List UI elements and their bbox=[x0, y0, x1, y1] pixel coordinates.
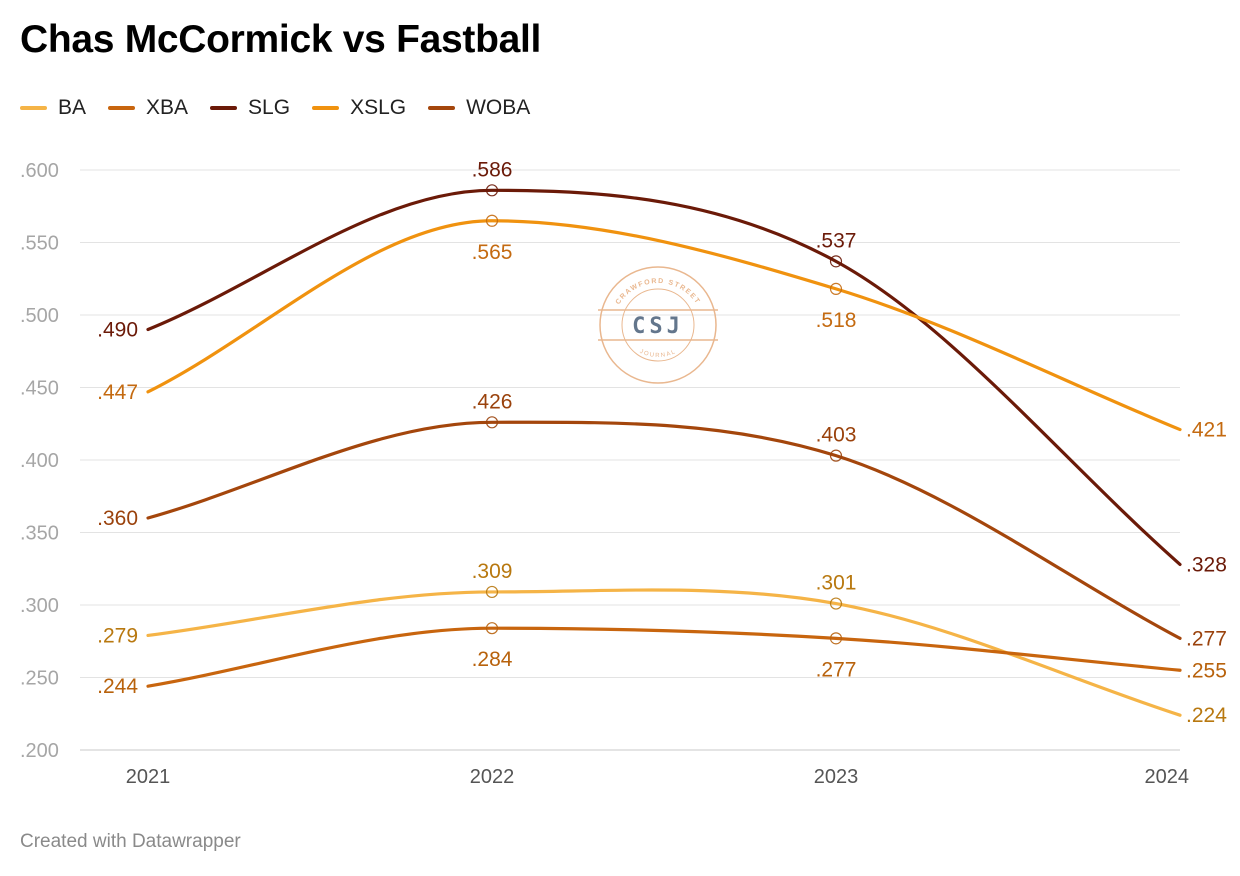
data-label-woba: .426 bbox=[472, 390, 513, 413]
legend-label-woba: WOBA bbox=[466, 96, 531, 119]
point-marker-xslg bbox=[485, 214, 499, 227]
point-marker-slg bbox=[829, 255, 843, 268]
data-label-xba: .277 bbox=[816, 658, 857, 681]
x-tick-label: 2023 bbox=[814, 766, 859, 788]
legend-label-ba: BA bbox=[58, 96, 87, 119]
watermark-outer-ring bbox=[599, 266, 717, 384]
watermark-logo: CRAWFORD STREET CSJ JOURNAL bbox=[598, 266, 718, 384]
data-label-xslg: .421 bbox=[1186, 419, 1227, 442]
data-label-xba: .255 bbox=[1186, 659, 1227, 682]
legend-swatch-xba bbox=[108, 106, 136, 110]
y-tick-label: .450 bbox=[20, 378, 59, 400]
data-label-ba: .309 bbox=[472, 560, 513, 583]
chart-title: Chas McCormick vs Fastball bbox=[20, 18, 542, 61]
legend-label-xslg: XSLG bbox=[350, 96, 407, 119]
y-tick-label: .400 bbox=[20, 450, 59, 472]
data-label-ba: .279 bbox=[97, 624, 138, 647]
y-tick-label: .250 bbox=[20, 668, 59, 690]
data-label-xslg: .518 bbox=[816, 309, 857, 332]
legend-item-slg: SLG bbox=[210, 96, 290, 120]
legend-item-woba: WOBA bbox=[428, 96, 530, 120]
data-label-woba: .360 bbox=[97, 507, 138, 530]
y-tick-label: .550 bbox=[20, 233, 59, 255]
series-layer bbox=[146, 184, 1182, 717]
legend-label-slg: SLG bbox=[248, 96, 291, 119]
footer-credit: Created with Datawrapper bbox=[20, 831, 241, 852]
series-line-woba bbox=[146, 420, 1182, 640]
series-line-xslg bbox=[146, 219, 1182, 432]
point-marker-ba bbox=[485, 585, 499, 599]
legend-item-xba: XBA bbox=[108, 96, 188, 120]
data-label-xslg: .565 bbox=[472, 241, 513, 264]
data-label-ba: .301 bbox=[816, 572, 857, 595]
data-label-slg: .328 bbox=[1186, 553, 1227, 576]
data-label-ba: .224 bbox=[1186, 704, 1227, 727]
legend-swatch-slg bbox=[210, 106, 238, 110]
point-marker-woba bbox=[485, 416, 499, 429]
watermark-inner-ring bbox=[621, 288, 695, 362]
data-label-woba: .277 bbox=[1186, 627, 1227, 650]
y-tick-label: .200 bbox=[20, 740, 59, 762]
legend-item-ba: BA bbox=[20, 96, 86, 120]
series-line-ba bbox=[146, 588, 1182, 717]
point-marker-xslg bbox=[829, 282, 843, 295]
data-label-slg: .586 bbox=[472, 158, 513, 181]
legend-label-xba: XBA bbox=[146, 96, 189, 119]
legend-swatch-xslg bbox=[312, 106, 340, 110]
data-label-slg: .490 bbox=[97, 319, 138, 342]
legend-item-xslg: XSLG bbox=[312, 96, 406, 120]
label-layer: .279 .309 .301 .224 .244 .284 .277 .255 .490 .586… bbox=[97, 158, 1227, 727]
y-tick-label: .300 bbox=[20, 595, 59, 617]
legend: BA XBA SLG XSLG WOBA bbox=[20, 96, 552, 120]
series-line-slg bbox=[146, 188, 1182, 566]
y-tick-label: .500 bbox=[20, 305, 59, 327]
point-marker-woba bbox=[829, 449, 843, 462]
data-label-xslg: .447 bbox=[97, 381, 138, 404]
grid-layer: .600 .550 .500 .450 .400 .350 .300 .250 .200 2021… bbox=[20, 160, 1189, 788]
watermark-center-text: CSJ bbox=[632, 314, 684, 339]
x-tick-label: 2024 bbox=[1145, 766, 1190, 788]
y-tick-label: .350 bbox=[20, 523, 59, 545]
y-tick-label: .600 bbox=[20, 160, 59, 182]
legend-swatch-ba bbox=[20, 106, 47, 110]
point-marker-ba bbox=[829, 597, 843, 610]
x-tick-label: 2022 bbox=[470, 766, 515, 788]
data-label-xba: .244 bbox=[97, 675, 138, 698]
watermark-top-text: CRAWFORD STREET bbox=[615, 278, 702, 306]
legend-swatch-woba bbox=[428, 106, 456, 110]
series-line-xba bbox=[146, 626, 1182, 688]
data-label-woba: .403 bbox=[816, 424, 857, 447]
point-marker-xba bbox=[485, 622, 499, 635]
point-marker-slg bbox=[485, 184, 499, 197]
watermark-bottom-text: JOURNAL bbox=[639, 349, 678, 359]
data-label-slg: .537 bbox=[816, 229, 857, 252]
x-tick-label: 2021 bbox=[126, 766, 171, 788]
point-marker-xba bbox=[829, 632, 843, 645]
data-label-xba: .284 bbox=[472, 648, 513, 671]
